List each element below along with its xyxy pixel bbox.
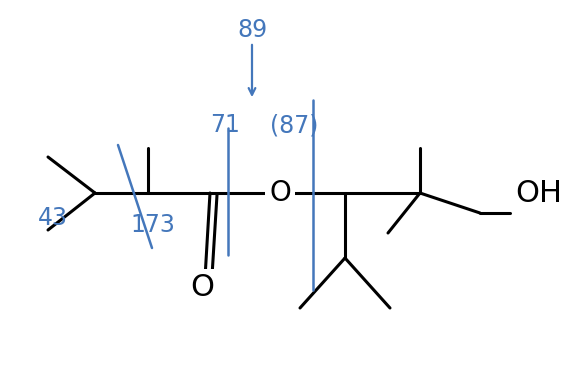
Text: 89: 89 [237,18,267,42]
Text: 43: 43 [38,206,68,230]
Text: OH: OH [515,179,562,207]
Text: 173: 173 [130,213,175,237]
Text: 71: 71 [210,113,240,137]
Text: O: O [190,273,214,303]
Text: (87): (87) [270,113,318,137]
Text: O: O [269,179,291,207]
